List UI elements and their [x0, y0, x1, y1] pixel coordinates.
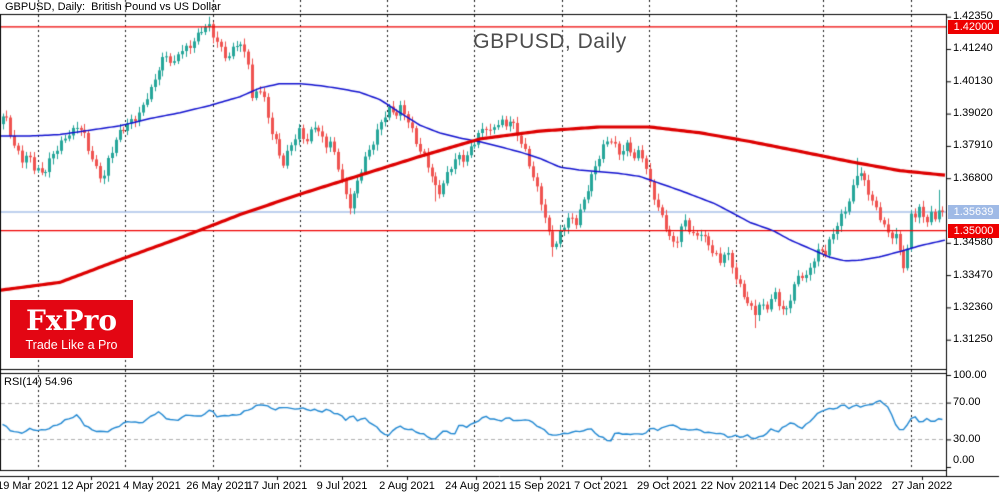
date-label: 9 Jul 2021 — [316, 480, 368, 492]
price-tick-label: 1.37910 — [953, 139, 993, 152]
price-tick-label: 1.34580 — [953, 236, 993, 249]
logo-name: FxPro — [25, 303, 118, 337]
date-label: 17 Jun 2021 — [246, 480, 308, 492]
date-label: 15 Sep 2021 — [508, 480, 572, 492]
date-label: 12 Apr 2021 — [61, 480, 121, 492]
rsi-panel[interactable] — [0, 373, 946, 470]
price-tick-label: 1.40130 — [953, 74, 993, 87]
symbol-label: GBPUSD, Daily: British Pound vs US Dolla… — [5, 1, 221, 13]
date-label: 14 Dec 2021 — [763, 480, 827, 492]
price-badge-lower-red-line: 1.35000 — [948, 223, 999, 238]
price-tick-label: 1.42350 — [953, 10, 993, 23]
date-label: 5 Jan 2022 — [827, 480, 883, 492]
rsi-tick-label: 100.00 — [953, 368, 987, 381]
date-label: 24 Aug 2021 — [445, 480, 507, 492]
price-tick-label: 1.36800 — [953, 171, 993, 184]
price-badge-current-price: 1.35639 — [948, 204, 999, 219]
rsi-tick-label: 70.00 — [953, 396, 981, 409]
rsi-indicator-label: RSI(14) 54.96 — [4, 376, 73, 388]
logo-tagline: Trade Like a Pro — [25, 337, 118, 352]
price-tick-label: 1.39020 — [953, 107, 993, 120]
fxpro-logo: FxPro Trade Like a Pro — [10, 300, 133, 358]
price-tick-label: 1.32360 — [953, 300, 993, 313]
date-label: 27 Jan 2022 — [891, 480, 953, 492]
date-label: 2 Aug 2021 — [379, 480, 435, 492]
price-badge-upper-red-line: 1.42000 — [948, 19, 999, 34]
date-label: 7 Oct 2021 — [574, 480, 628, 492]
date-label: 19 Mar 2021 — [0, 480, 59, 492]
price-tick-label: 1.31250 — [953, 333, 993, 346]
date-label: 26 May 2021 — [186, 480, 250, 492]
date-label: 29 Oct 2021 — [637, 480, 697, 492]
rsi-tick-label: 0.00 — [953, 453, 975, 466]
chart-watermark: GBPUSD, Daily — [473, 30, 627, 53]
price-panel[interactable] — [0, 14, 946, 369]
date-label: 22 Nov 2021 — [700, 480, 764, 492]
rsi-tick-label: 30.00 — [953, 432, 981, 445]
price-tick-label: 1.33470 — [953, 268, 993, 281]
price-tick-label: 1.41240 — [953, 42, 993, 55]
date-label: 4 May 2021 — [123, 480, 181, 492]
